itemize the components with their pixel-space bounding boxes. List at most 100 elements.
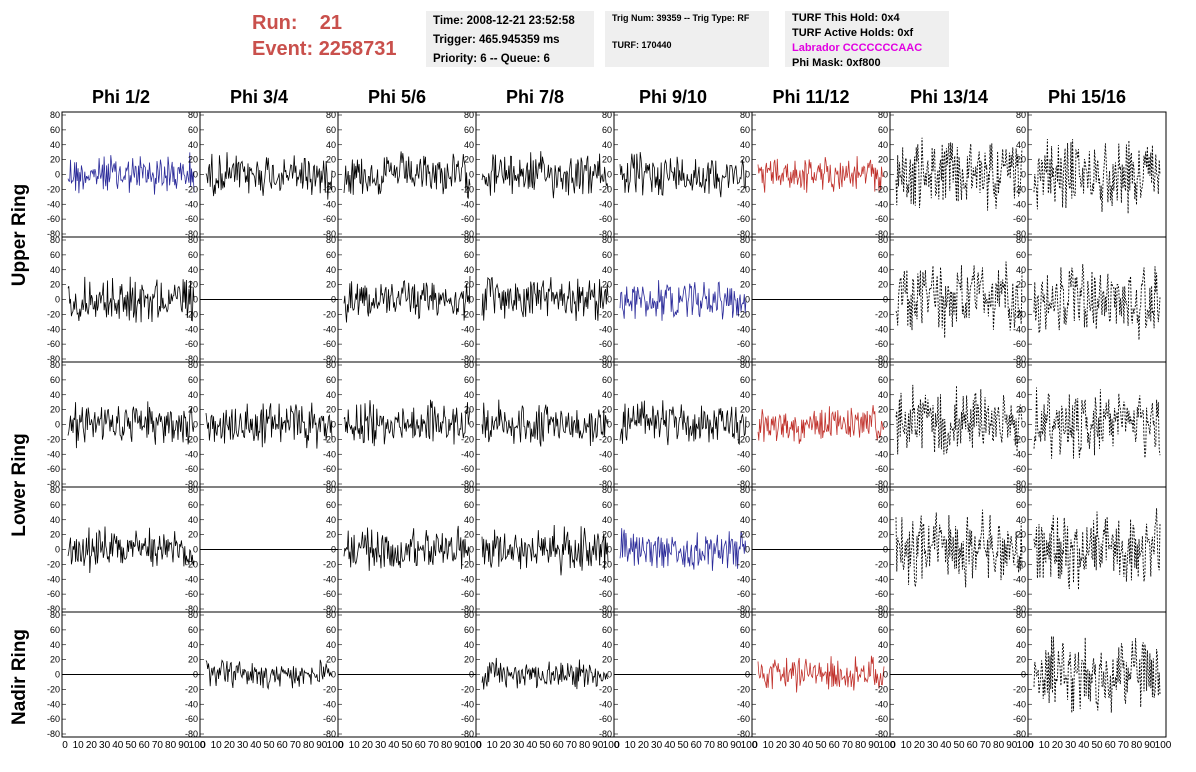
y-tick-label: -80 <box>875 604 888 614</box>
y-tick-label: -40 <box>599 199 612 209</box>
y-tick-label: -80 <box>599 479 612 489</box>
y-tick-label: -60 <box>185 589 198 599</box>
run-event-box: Run: 21 Event: 2258731 <box>252 10 397 62</box>
trig-info-box: Trig Num: 39359 -- Trig Type: RF TURF: 1… <box>605 11 769 67</box>
y-tick-label: 0 <box>55 545 60 555</box>
y-tick-label: 60 <box>1016 125 1026 135</box>
y-tick-label: 60 <box>602 500 612 510</box>
y-tick-label: 0 <box>193 170 198 180</box>
y-tick-label: -40 <box>185 574 198 584</box>
y-tick-label: 40 <box>326 515 336 525</box>
x-tick-label: 90 <box>316 740 328 751</box>
y-tick-label: -80 <box>1013 604 1026 614</box>
y-tick-label: -60 <box>323 714 336 724</box>
y-tick-label: 20 <box>50 280 60 290</box>
y-tick-label: -20 <box>461 559 474 569</box>
y-tick-label: 20 <box>188 655 198 665</box>
x-tick-label: 0 <box>752 740 758 751</box>
y-tick-label: 0 <box>55 420 60 430</box>
y-tick-label: 80 <box>464 235 474 245</box>
y-tick-label: 80 <box>602 110 612 120</box>
y-tick-label: 80 <box>1016 610 1026 620</box>
y-tick-label: -20 <box>737 684 750 694</box>
y-tick-label: -80 <box>185 479 198 489</box>
waveform-panel <box>199 611 339 738</box>
y-tick-label: -60 <box>47 464 60 474</box>
y-tick-label: 0 <box>883 545 888 555</box>
y-tick-label: 60 <box>188 375 198 385</box>
y-tick-label: 20 <box>602 405 612 415</box>
y-tick-label: -60 <box>185 339 198 349</box>
y-tick-label: 0 <box>1021 670 1026 680</box>
x-tick-label: 100 <box>189 740 206 751</box>
y-tick-label: 80 <box>602 610 612 620</box>
x-tick-label: 60 <box>1105 740 1117 751</box>
x-tick-label: 10 <box>349 740 361 751</box>
y-tick-label: 20 <box>1016 655 1026 665</box>
y-tick-label: 60 <box>878 500 888 510</box>
y-tick-label: 20 <box>464 655 474 665</box>
x-tick-label: 70 <box>980 740 992 751</box>
x-tick-label: 20 <box>776 740 788 751</box>
y-tick-label: 20 <box>878 280 888 290</box>
y-tick-label: -40 <box>323 324 336 334</box>
x-tick-label: 70 <box>290 740 302 751</box>
y-tick-label: -60 <box>461 339 474 349</box>
y-tick-label: -20 <box>599 184 612 194</box>
y-tick-label: -80 <box>461 479 474 489</box>
x-tick-label: 30 <box>789 740 801 751</box>
waveform-trace <box>619 152 747 198</box>
y-tick-label: -20 <box>185 559 198 569</box>
y-tick-label: 0 <box>883 295 888 305</box>
y-tick-label: 20 <box>1016 280 1026 290</box>
x-tick-label: 40 <box>250 740 262 751</box>
y-tick-label: 80 <box>50 110 60 120</box>
y-tick-label: -20 <box>185 309 198 319</box>
x-tick-label: 90 <box>178 740 190 751</box>
y-tick-label: 80 <box>740 485 750 495</box>
y-tick-label: -60 <box>875 714 888 724</box>
y-tick-label: 60 <box>464 625 474 635</box>
y-tick-label: 0 <box>331 670 336 680</box>
y-tick-label: 80 <box>464 110 474 120</box>
x-tick-label: 10 <box>625 740 637 751</box>
x-tick-label: 80 <box>855 740 867 751</box>
x-tick-label: 80 <box>993 740 1005 751</box>
y-tick-label: -40 <box>875 449 888 459</box>
y-tick-label: 20 <box>878 405 888 415</box>
y-tick-label: 60 <box>878 375 888 385</box>
x-tick-label: 70 <box>152 740 164 751</box>
y-tick-label: 80 <box>326 235 336 245</box>
y-tick-label: 80 <box>602 360 612 370</box>
y-tick-label: 80 <box>188 610 198 620</box>
y-tick-label: 60 <box>878 625 888 635</box>
x-tick-label: 10 <box>763 740 775 751</box>
y-tick-label: 20 <box>740 405 750 415</box>
y-tick-label: 40 <box>740 640 750 650</box>
y-tick-label: -20 <box>599 309 612 319</box>
y-tick-label: 20 <box>1016 405 1026 415</box>
y-tick-label: 0 <box>745 420 750 430</box>
y-tick-label: -60 <box>323 214 336 224</box>
y-tick-label: -40 <box>599 699 612 709</box>
y-tick-label: -20 <box>323 309 336 319</box>
y-tick-label: 80 <box>326 485 336 495</box>
y-tick-label: 40 <box>1016 640 1026 650</box>
x-tick-label: 60 <box>691 740 703 751</box>
y-tick-label: 20 <box>602 530 612 540</box>
y-tick-label: 40 <box>188 390 198 400</box>
x-tick-label: 20 <box>914 740 926 751</box>
y-tick-label: -40 <box>737 574 750 584</box>
y-tick-label: -40 <box>47 699 60 709</box>
x-tick-label: 50 <box>539 740 551 751</box>
y-tick-label: 0 <box>193 670 198 680</box>
y-tick-label: -80 <box>737 604 750 614</box>
y-tick-label: -40 <box>1013 574 1026 584</box>
y-tick-label: -60 <box>737 714 750 724</box>
waveform-trace <box>343 151 471 199</box>
x-tick-label: 0 <box>1028 740 1034 751</box>
y-tick-label: 0 <box>55 170 60 180</box>
y-tick-label: -80 <box>185 604 198 614</box>
y-tick-label: -40 <box>47 449 60 459</box>
y-tick-label: 60 <box>464 125 474 135</box>
